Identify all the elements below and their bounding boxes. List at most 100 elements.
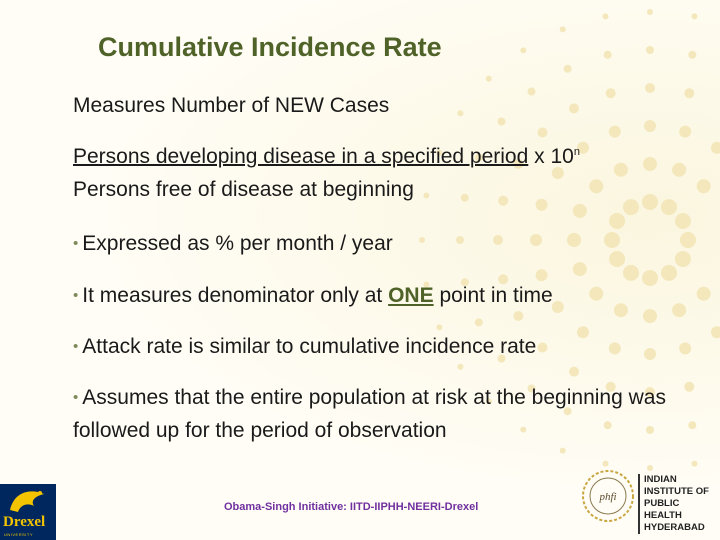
decorative-dot	[563, 64, 572, 73]
decorative-dot	[537, 127, 548, 138]
decorative-dot	[569, 366, 579, 377]
decorative-dot	[711, 326, 720, 339]
formula-denominator: Persons free of disease at beginning	[73, 178, 414, 201]
decorative-dot	[474, 318, 483, 327]
decorative-dot	[603, 421, 612, 430]
decorative-dot	[527, 384, 536, 393]
decorative-dot	[647, 9, 653, 15]
decorative-dot	[498, 274, 509, 285]
dragon-icon	[10, 491, 44, 512]
decorative-dot	[551, 167, 564, 179]
decorative-dot	[672, 303, 687, 318]
decorative-dot	[711, 141, 720, 154]
decorative-dot	[589, 179, 604, 194]
decorative-dot	[644, 348, 656, 360]
decorative-dot	[423, 281, 430, 288]
decorative-dot	[485, 75, 492, 82]
decorative-dot	[535, 269, 548, 282]
slide-title: Cumulative Incidence Rate	[98, 32, 442, 62]
bullet-2-text-end: point in time	[433, 284, 553, 307]
decorative-dot	[551, 301, 564, 313]
decorative-dot	[684, 88, 695, 99]
bullet-3: • Attack rate is similar to cumulative in…	[73, 330, 673, 363]
decorative-dot	[559, 447, 566, 454]
drexel-logo: Drexel UNIVERSITY	[0, 484, 56, 540]
decorative-dot	[603, 50, 612, 59]
phfi-monogram: phfi	[598, 491, 616, 503]
decorative-dot	[647, 465, 653, 471]
decorative-dot	[672, 162, 687, 177]
decorative-dot	[498, 195, 509, 206]
bullet-2: • It measures denominator only at ONE poi…	[73, 279, 673, 312]
decorative-dot	[419, 237, 425, 243]
drexel-wordmark: Drexel	[3, 514, 46, 530]
decorative-dot	[643, 309, 657, 323]
formula-numerator-line: Persons developing disease in a specifie…	[73, 145, 580, 169]
bullet-2-emphasis: ONE	[388, 284, 434, 307]
formula-exponent: n	[573, 146, 580, 158]
decorative-dot	[572, 203, 587, 218]
decorative-dot	[577, 141, 589, 154]
decorative-dot	[679, 342, 692, 355]
bullet-2-text-start: It measures denominator only at	[82, 284, 389, 307]
decorative-dot	[559, 26, 566, 33]
subtitle: Measures Number of NEW Cases	[73, 94, 390, 117]
decorative-dot	[613, 303, 628, 318]
decorative-dot	[497, 117, 506, 126]
decorative-dot	[605, 381, 616, 392]
phfi-emblem-icon: phfi	[582, 470, 634, 522]
decorative-dot	[605, 88, 616, 99]
decorative-dot	[457, 110, 464, 117]
decorative-dot	[646, 46, 654, 54]
decorative-dot	[577, 326, 589, 339]
decorative-dot	[609, 213, 626, 229]
decorative-dot	[535, 198, 548, 211]
decorative-dot	[645, 83, 655, 93]
decorative-dot	[493, 235, 503, 245]
decorative-dot	[527, 87, 536, 96]
decorative-dot	[460, 193, 469, 202]
bullet-1-text: Expressed as % per month / year	[82, 232, 393, 255]
decorative-dot	[602, 460, 609, 467]
decorative-dot	[642, 194, 658, 210]
bullet-4-text: Assumes that the entire population at ri…	[73, 386, 666, 442]
decorative-dot	[684, 381, 695, 392]
decorative-dot	[569, 103, 579, 114]
iiph-line-4: HYDERABAD	[644, 522, 705, 533]
bullet-1: • Expressed as % per month / year	[73, 227, 673, 260]
decorative-dot	[674, 251, 691, 267]
bullet-4: • Assumes that the entire population at r…	[73, 381, 673, 447]
iiph-line-2: INSTITUTE OF	[644, 486, 709, 497]
bullet-marker: •	[73, 287, 79, 304]
iiph-line-1: INDIAN	[644, 474, 677, 485]
decorative-dot	[513, 159, 524, 169]
decorative-dot	[643, 157, 657, 171]
decorative-dot	[563, 407, 572, 416]
decorative-dot	[646, 426, 654, 434]
decorative-dot	[609, 251, 626, 267]
bullet-marker: •	[73, 235, 79, 252]
decorative-dot	[688, 421, 697, 430]
decorative-dot	[642, 270, 658, 286]
decorative-dot	[589, 286, 604, 301]
decorative-dot	[613, 162, 628, 177]
iiph-logo: phfi INDIAN INSTITUTE OF PUBLIC HEALTH H…	[578, 466, 718, 534]
decorative-dot	[696, 179, 711, 194]
decorative-dot	[513, 311, 524, 321]
decorative-dot	[457, 363, 464, 370]
iiph-line-3: PUBLIC HEALTH	[644, 498, 682, 521]
decorative-dot	[436, 324, 443, 331]
decorative-dot	[530, 234, 542, 246]
iiph-name: INDIAN INSTITUTE OF PUBLIC HEALTH HYDERA…	[638, 474, 718, 534]
formula-multiplier: x 10	[528, 145, 574, 168]
decorative-dot	[485, 398, 492, 405]
drexel-university-label: UNIVERSITY	[4, 532, 34, 537]
decorative-dot	[696, 286, 711, 301]
decorative-dot	[602, 13, 609, 20]
bullet-3-text: Attack rate is similar to cumulative inc…	[82, 335, 537, 358]
decorative-dot	[623, 199, 639, 216]
decorative-dot	[623, 264, 639, 281]
decorative-dot	[608, 342, 621, 355]
